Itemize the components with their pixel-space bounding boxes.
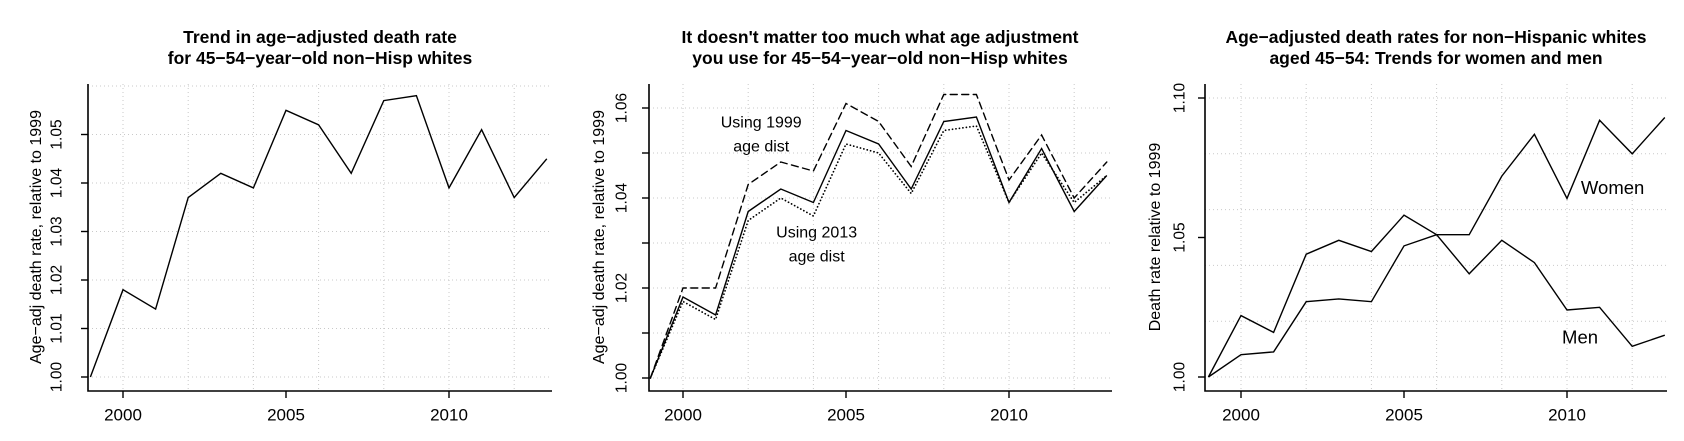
x-tick-label: 2010 bbox=[430, 406, 468, 425]
x-tick-label: 2005 bbox=[827, 406, 865, 425]
y-tick-label: 1.00 bbox=[49, 362, 66, 393]
chart2-y-axis-label: Age−adj death rate, relative to 1999 bbox=[591, 110, 608, 364]
chart1-plot: 1.00 1.01 1.02 1.03 1.04 1.05 2000 2005 2010 bbox=[49, 84, 552, 425]
y-tick-label: 1.05 bbox=[49, 119, 66, 149]
chart3-title: Age−adjusted death rates for non−Hispani… bbox=[1136, 27, 1684, 69]
series-line-using-2013-age-dist bbox=[649, 125, 1108, 379]
chart3-y-axis-label: Death rate relative to 1999 bbox=[1147, 142, 1164, 332]
chart3-title-line1: Age−adjusted death rates for non−Hispani… bbox=[1225, 27, 1647, 47]
y-tick-label: 1.06 bbox=[614, 93, 631, 123]
annotation-age-dist: age dist bbox=[789, 249, 846, 266]
chart2-title: It doesn't matter too much what age adju… bbox=[580, 27, 1180, 69]
x-tick-label: 2005 bbox=[267, 406, 305, 425]
chart3-title-line2: aged 45−54: Trends for women and men bbox=[1269, 48, 1603, 68]
x-tick-label: 2010 bbox=[1548, 406, 1586, 425]
chart2-title-line2: you use for 45−54−year−old non−Hisp whit… bbox=[692, 48, 1068, 68]
x-tick-label: 2000 bbox=[1222, 406, 1260, 425]
y-tick-label: 1.10 bbox=[1172, 83, 1189, 114]
chart1-y-axis-label: Age−adj death rate, relative to 1999 bbox=[28, 110, 45, 364]
annotation-women: Women bbox=[1581, 177, 1644, 198]
y-tick-label: 1.04 bbox=[49, 168, 66, 199]
annotation-age-dist: age dist bbox=[733, 138, 790, 155]
y-tick-label: 1.03 bbox=[49, 216, 66, 246]
chart1-title-line1: Trend in age−adjusted death rate bbox=[183, 27, 457, 47]
y-tick-label: 1.02 bbox=[49, 265, 66, 295]
y-tick-label: 1.00 bbox=[1172, 362, 1189, 393]
y-tick-label: 1.02 bbox=[614, 273, 631, 303]
chart3-plot: 1.00 1.05 1.10 2000 2005 2010 Women Men bbox=[1172, 83, 1667, 425]
annotation-men: Men bbox=[1562, 327, 1598, 348]
axis-lines bbox=[87, 84, 552, 392]
chart2-title-line1: It doesn't matter too much what age adju… bbox=[681, 27, 1079, 47]
annotation-using-2013: Using 2013 bbox=[776, 225, 857, 242]
y-tick-label: 1.04 bbox=[614, 183, 631, 214]
series-line-age-adjusted-death-rate bbox=[89, 94, 548, 378]
chart2-plot: 1.00 1.02 1.04 1.06 2000 2005 2010 Using 1999 ag… bbox=[614, 84, 1112, 425]
series-line-using-1999-age-dist bbox=[649, 93, 1108, 379]
x-tick-label: 2010 bbox=[990, 406, 1028, 425]
x-tick-label: 2000 bbox=[104, 406, 142, 425]
x-tick-label: 2005 bbox=[1385, 406, 1423, 425]
chart1-title-line2: for 45−54−year−old non−Hisp whites bbox=[167, 48, 473, 68]
axis-lines bbox=[1204, 84, 1667, 392]
y-tick-label: 1.00 bbox=[614, 363, 631, 394]
series-line-men bbox=[1208, 233, 1666, 378]
x-tick-label: 2000 bbox=[664, 406, 702, 425]
y-tick-label: 1.05 bbox=[1172, 222, 1189, 252]
series-line-baseline-age-adjustment bbox=[649, 116, 1108, 379]
annotation-using-1999: Using 1999 bbox=[721, 114, 802, 131]
y-tick-label: 1.01 bbox=[49, 313, 66, 343]
axis-lines bbox=[648, 84, 1112, 392]
chart1-title: Trend in age−adjusted death rate for 45−… bbox=[20, 27, 620, 69]
